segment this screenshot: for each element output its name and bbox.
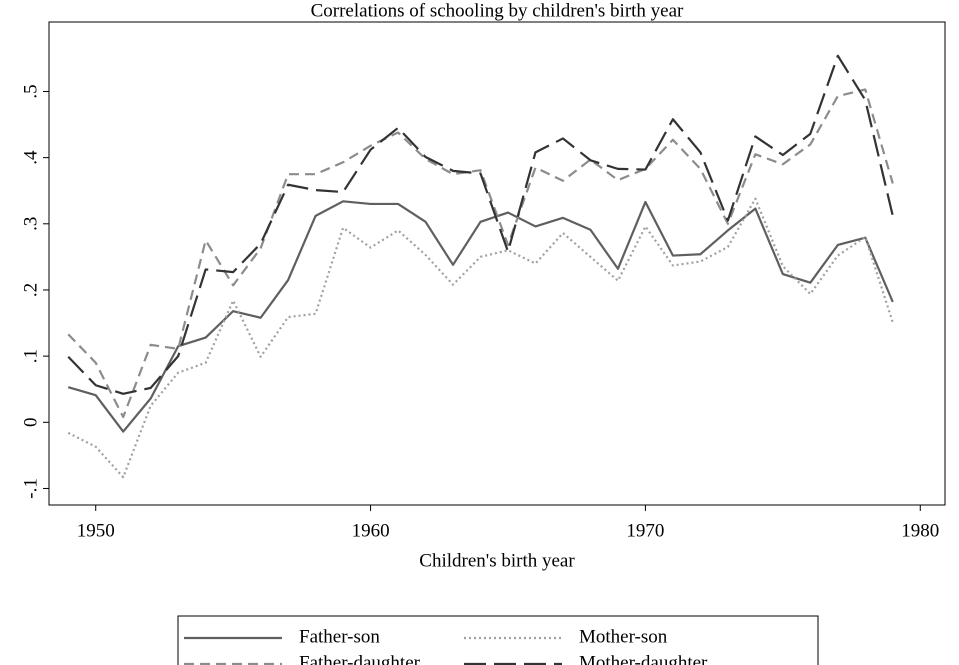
- y-tick-label: .3: [20, 217, 41, 231]
- legend-label: Mother-son: [579, 626, 668, 647]
- x-tick-label: 1980: [901, 520, 939, 541]
- x-axis-label: Children's birth year: [419, 550, 575, 571]
- x-tick-label: 1950: [77, 520, 115, 541]
- series-line: [67, 200, 894, 433]
- y-tick-label: 0: [20, 418, 41, 428]
- x-tick-label: 1970: [626, 520, 664, 541]
- legend-label: Father-daughter: [299, 652, 421, 665]
- y-tick-label: .5: [20, 84, 41, 98]
- legend-label: Mother-daughter: [579, 652, 708, 665]
- x-tick-label: 1960: [352, 520, 390, 541]
- y-tick-label: -.1: [20, 478, 41, 499]
- y-tick-label: .1: [20, 349, 41, 363]
- chart-title: Correlations of schooling by children's …: [311, 0, 684, 21]
- y-tick-label: .2: [20, 283, 41, 297]
- y-tick-label: .4: [20, 150, 41, 165]
- series-line: [67, 54, 894, 395]
- series-line: [67, 197, 894, 479]
- legend-box: [177, 615, 819, 665]
- plot-frame: [48, 21, 946, 506]
- legend-label: Father-son: [299, 626, 380, 647]
- series-line: [67, 88, 894, 419]
